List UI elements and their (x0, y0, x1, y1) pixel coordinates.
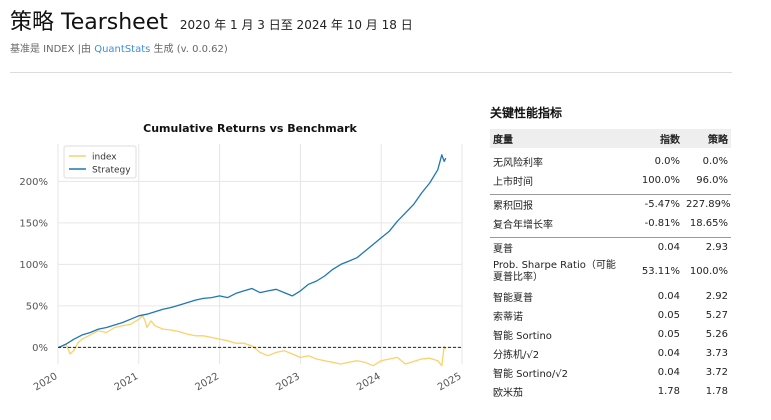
metric-strategy-value: 3.72 (705, 367, 728, 378)
metric-strategy-value: 100.0% (689, 266, 728, 277)
table-row: 上市时间 100.0% 96.0% (490, 171, 731, 190)
metric-strategy-value: 2.92 (705, 291, 728, 302)
version-label: 生成 (v. 0.0.62) (150, 44, 228, 55)
x-tick-label: 2022 (194, 371, 222, 393)
column-header-metric: 度量 (490, 129, 623, 148)
metric-name: Prob. Sharpe Ratio（可能夏普比率） (493, 260, 616, 283)
x-tick-label: 2023 (274, 371, 302, 393)
metric-strategy-value: 96.0% (696, 175, 728, 186)
table-row: 欧米茄 1.78 1.78 (490, 382, 731, 401)
metric-index-value: 0.04 (657, 367, 680, 378)
table-row: 智能 Sortino/√2 0.04 3.72 (490, 363, 731, 382)
table-row: 智能 Sortino 0.05 5.26 (490, 325, 731, 344)
metric-name: 累积回报 (490, 194, 623, 214)
subtitle: 基准是 INDEX |由 QuantStats 生成 (v. 0.0.62) (10, 40, 732, 55)
series-line-strategy (58, 154, 447, 348)
metric-name: 欧米茄 (493, 388, 523, 399)
y-tick-label: 200% (19, 177, 48, 188)
metric-strategy-value: 227.89% (683, 194, 731, 214)
legend-label: Strategy (92, 166, 131, 176)
metrics-title: 关键性能指标 (490, 106, 563, 120)
table-row: Prob. Sharpe Ratio（可能夏普比率） 53.11% 100.0% (490, 257, 731, 287)
y-tick-label: 50% (26, 301, 48, 312)
tearsheet-header: 策略 Tearsheet 2020 年 1 月 3 日至 2024 年 10 月… (10, 4, 732, 55)
metric-strategy-value: 5.26 (705, 329, 728, 340)
metric-name: 复合年增长率 (493, 220, 553, 231)
y-tick-label: 150% (19, 218, 48, 229)
metric-index-value: -0.81% (644, 218, 680, 229)
metric-name: 智能夏普 (493, 293, 533, 304)
column-header-strategy: 策略 (683, 129, 731, 148)
benchmark-label: 基准是 INDEX |由 (10, 44, 95, 55)
table-row: 复合年增长率 -0.81% 18.65% (490, 214, 731, 233)
x-tick-label: 2020 (32, 371, 60, 393)
metric-strategy-value: 5.27 (705, 310, 728, 321)
metric-index-value: 0.0% (654, 156, 680, 167)
key-metrics-panel: 关键性能指标 度量 指数 策略 无风险利率 0.0% 0.0% 上市时间 100.0%… (490, 104, 731, 401)
table-row: 无风险利率 0.0% 0.0% (490, 152, 731, 171)
legend-box (63, 145, 137, 179)
metric-name: 智能 Sortino/√2 (493, 369, 569, 380)
metric-index-value: 0.04 (623, 237, 683, 257)
metric-name: 上市时间 (493, 177, 533, 188)
metric-strategy-value: 2.93 (683, 237, 731, 257)
column-header-index: 指数 (623, 129, 683, 148)
table-row: 累积回报 -5.47% 227.89% (490, 194, 731, 214)
table-row: 夏普 0.04 2.93 (490, 237, 731, 257)
legend-label: index (92, 153, 117, 163)
metric-strategy-value: 3.73 (705, 348, 728, 359)
metric-name: 索蒂诺 (493, 312, 523, 323)
metrics-table: 度量 指数 策略 无风险利率 0.0% 0.0% 上市时间 100.0% 96.0% 累… (490, 129, 731, 401)
metric-index-value: 0.05 (657, 329, 680, 340)
metric-index-value: 0.04 (657, 348, 680, 359)
page-title: 策略 Tearsheet (10, 10, 168, 35)
metrics-header-row: 度量 指数 策略 (490, 129, 731, 148)
table-row: 索蒂诺 0.05 5.27 (490, 306, 731, 325)
table-row: 分拣机/√2 0.04 3.73 (490, 344, 731, 363)
x-tick-label: 2021 (113, 371, 141, 393)
date-range: 2020 年 1 月 3 日至 2024 年 10 月 18 日 (179, 18, 413, 32)
series-line-index (58, 315, 447, 367)
chart-title: Cumulative Returns vs Benchmark (143, 122, 357, 135)
x-tick-label: 2025 (436, 371, 464, 393)
quantstats-link[interactable]: QuantStats (94, 44, 151, 55)
x-tick-label: 2024 (355, 371, 383, 393)
metric-name: 分拣机/√2 (493, 350, 540, 361)
metric-index-value: -5.47% (623, 194, 683, 214)
chart-svg: 2020 2021 2022 2023 2024 2025 0% 50% 100% 150% 200… (19, 144, 464, 393)
metric-name: 无风险利率 (493, 158, 543, 169)
metric-index-value: 100.0% (641, 175, 680, 186)
y-tick-label: 0% (32, 343, 48, 354)
metric-name: 夏普 (490, 237, 623, 257)
cumulative-returns-chart: 2020 2021 2022 2023 2024 2025 0% 50% 100% 150% 200… (0, 108, 470, 420)
metric-strategy-value: 0.0% (702, 156, 728, 167)
metric-index-value: 1.78 (657, 386, 680, 397)
metric-strategy-value: 18.65% (689, 218, 728, 229)
y-tick-label: 100% (19, 260, 48, 271)
metric-index-value: 0.04 (657, 291, 680, 302)
metric-index-value: 0.05 (657, 310, 680, 321)
table-row: 智能夏普 0.04 2.92 (490, 287, 731, 306)
metric-name: 智能 Sortino (493, 331, 552, 342)
metric-index-value: 53.11% (641, 266, 680, 277)
header-divider (10, 72, 732, 73)
metric-strategy-value: 1.78 (705, 386, 728, 397)
